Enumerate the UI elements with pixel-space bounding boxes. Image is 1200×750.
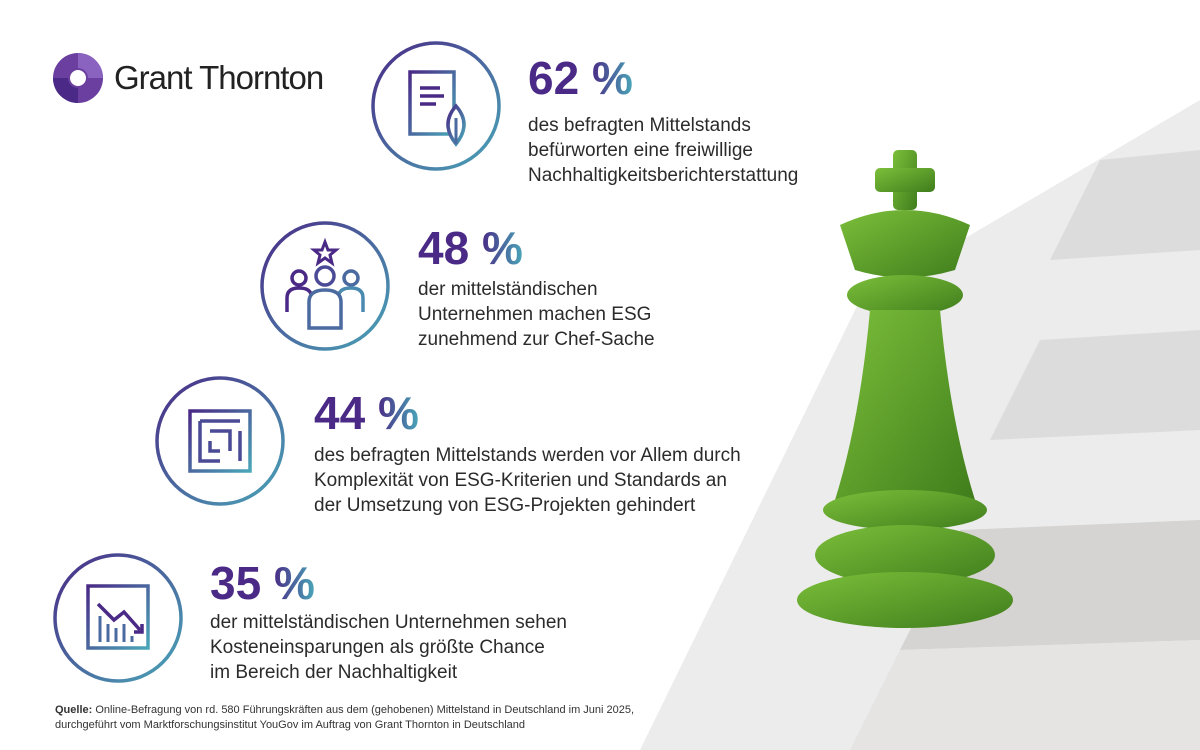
grant-thornton-logo: Grant Thornton xyxy=(52,52,324,104)
description-line: der Umsetzung von ESG-Projekten gehinder… xyxy=(314,495,696,516)
description-line: Nachhaltigkeitsberichterstattung xyxy=(528,165,799,186)
brand-name: Grant Thornton xyxy=(114,59,324,96)
stat-value: 35 % xyxy=(210,557,315,609)
description-line: Kosteneinsparungen als größte Chance xyxy=(210,637,545,658)
description-line: im Bereich der Nachhaltigkeit xyxy=(210,662,458,683)
stat-description: der mittelständischen Unternehmen sehen K… xyxy=(210,610,567,685)
stat-icon-circle xyxy=(370,40,502,172)
description-line: Unternehmen machen ESG xyxy=(418,304,652,325)
declining-chart-icon xyxy=(53,553,183,683)
description-line: Komplexität von ESG-Kriterien und Standa… xyxy=(314,470,727,491)
description-line: des befragten Mittelstands werden vor Al… xyxy=(314,445,741,466)
description-line: der mittelständischen Unternehmen sehen xyxy=(210,612,567,633)
source-note: Quelle: Online-Befragung von rd. 580 Füh… xyxy=(55,703,634,733)
document-leaf-icon xyxy=(371,41,501,171)
stat-value: 62 % xyxy=(528,52,633,104)
description-line: befürworten eine freiwillige xyxy=(528,140,753,161)
team-star-icon xyxy=(260,221,390,351)
description-line: der mittelständischen xyxy=(418,279,598,300)
description-line: des befragten Mittelstands xyxy=(528,115,751,136)
source-label: Quelle: xyxy=(55,704,93,716)
grass-chess-king-icon xyxy=(797,150,1013,628)
stat-description: des befragten Mittelstands werden vor Al… xyxy=(314,443,741,518)
source-line: Online-Befragung von rd. 580 Führungskrä… xyxy=(92,704,635,716)
stat-icon-circle xyxy=(52,552,184,684)
stat-value: 44 % xyxy=(314,387,419,439)
stat-description: des befragten Mittelstands befürworten ei… xyxy=(528,113,798,188)
stat-value: 48 % xyxy=(418,222,523,274)
stat-icon-circle xyxy=(154,375,286,507)
source-line: durchgeführt vom Marktforschungsinstitut… xyxy=(55,719,525,731)
stat-icon-circle xyxy=(259,220,391,352)
maze-icon xyxy=(155,376,285,506)
stat-description: der mittelständischen Unternehmen machen … xyxy=(418,277,655,352)
description-line: zunehmend zur Chef-Sache xyxy=(418,329,655,350)
grant-thornton-swirl-logo xyxy=(53,53,103,103)
